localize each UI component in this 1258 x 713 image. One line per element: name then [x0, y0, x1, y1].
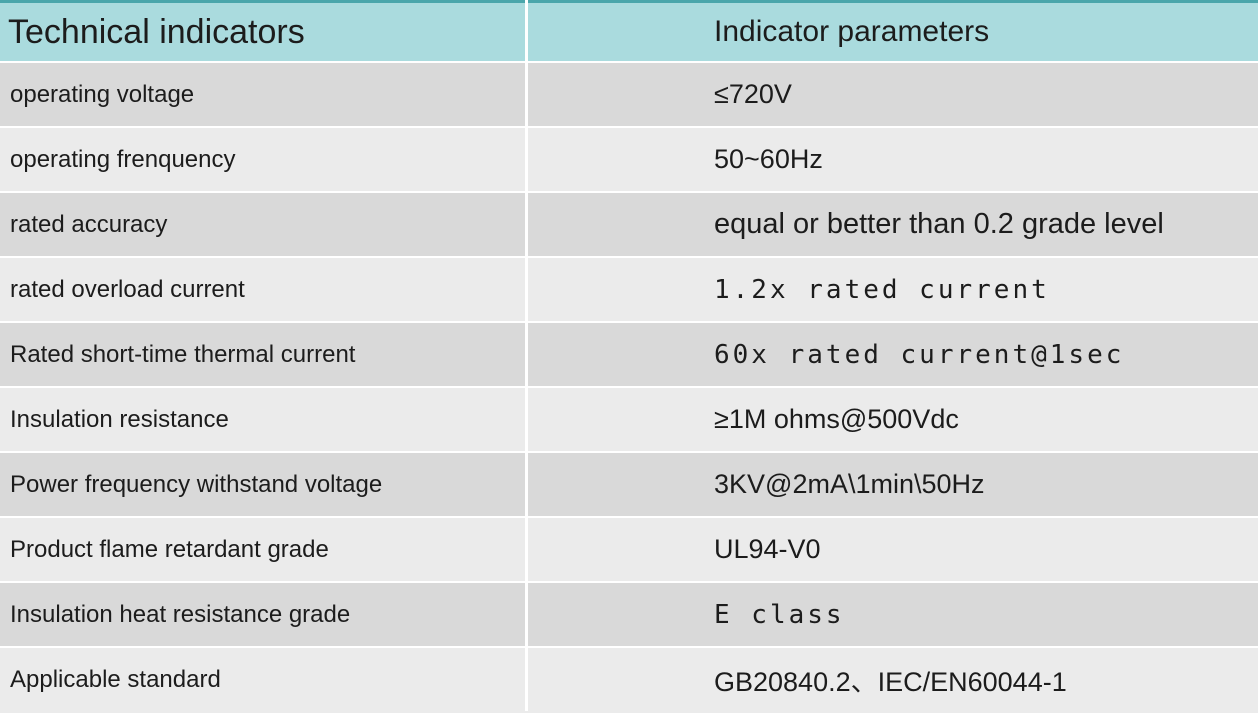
column-header-technical-indicators: Technical indicators: [0, 3, 525, 61]
indicator-name-cell: rated accuracy: [0, 193, 525, 256]
indicator-parameter-cell: 3KV@2mA\1min\50Hz: [528, 453, 1258, 516]
indicator-parameter-cell: equal or better than 0.2 grade level: [528, 193, 1258, 256]
indicator-parameter-cell: UL94-V0: [528, 518, 1258, 581]
top-accent-left-segment: [0, 0, 525, 3]
indicator-parameter-cell: E class: [528, 583, 1258, 646]
indicator-parameter-cell: 60x rated current@1sec: [528, 323, 1258, 386]
indicator-name-cell: operating voltage: [0, 63, 525, 126]
table-top-accent-line: [0, 0, 1258, 3]
indicator-name-cell: rated overload current: [0, 258, 525, 321]
indicator-name-cell: Rated short-time thermal current: [0, 323, 525, 386]
column-header-indicator-parameters: Indicator parameters: [528, 3, 1258, 61]
indicator-parameter-cell: ≥1M ohms@500Vdc: [528, 388, 1258, 451]
spec-table: Technical indicators Indicator parameter…: [0, 3, 1258, 711]
indicator-parameter-cell: ≤720V: [528, 63, 1258, 126]
indicator-name-cell: Applicable standard: [0, 648, 525, 711]
indicator-name-cell: Insulation resistance: [0, 388, 525, 451]
indicator-parameter-cell: 50~60Hz: [528, 128, 1258, 191]
indicator-name-cell: Power frequency withstand voltage: [0, 453, 525, 516]
top-accent-right-segment: [528, 0, 1258, 3]
indicator-parameter-cell: GB20840.2、IEC/EN60044-1: [528, 648, 1258, 711]
indicator-parameter-cell: 1.2x rated current: [528, 258, 1258, 321]
indicator-name-cell: Insulation heat resistance grade: [0, 583, 525, 646]
indicator-name-cell: Product flame retardant grade: [0, 518, 525, 581]
indicator-name-cell: operating frenquency: [0, 128, 525, 191]
